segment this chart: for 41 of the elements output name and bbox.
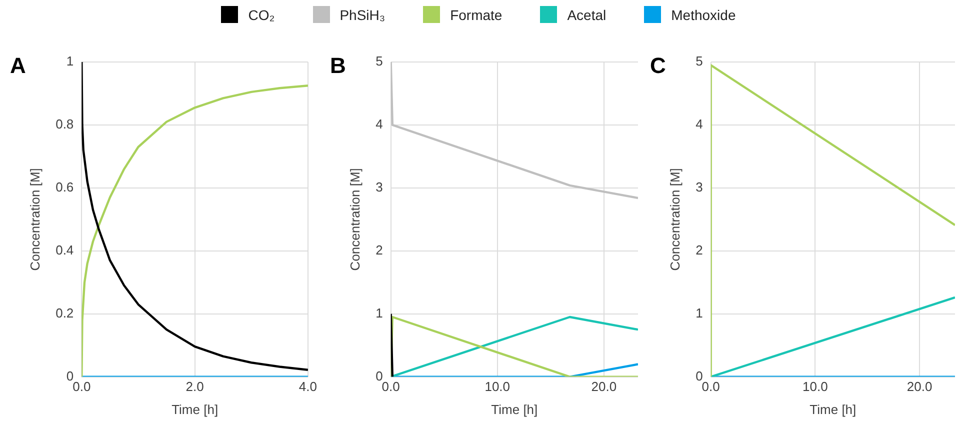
y-tick-label: 0 [696,368,703,384]
y-axis-title: Concentration [M] [667,168,682,271]
x-axis-title: Time [h] [810,402,856,417]
legend-label: PhSiH₃ [340,6,386,22]
y-tick-label: 5 [696,54,703,69]
x-tick-label: 20.0 [906,379,932,394]
y-tick-label: 1 [66,54,74,69]
y-tick-label: 3 [376,180,383,194]
y-tick-label: 0 [376,368,383,384]
x-tick-label: 10.0 [484,379,510,394]
text: C [650,53,666,78]
x-axis-title: Time [h] [172,402,218,417]
y-axis-title: Concentration [M] [27,168,42,271]
y-tick-label: 1 [376,305,383,320]
y-tick-label: 2 [376,242,383,258]
y-tick-label: 2 [696,242,703,258]
x-axis-title: Time [h] [491,402,538,417]
x-tick-label: 0.0 [72,379,91,394]
y-tick-label: 1 [696,305,703,320]
text: A [10,53,26,78]
x-tick-label: 0.0 [702,379,720,394]
legend-label: CO₂ [248,6,275,22]
y-tick-label: 0.8 [56,116,74,132]
x-tick-label: 20.0 [591,379,617,394]
y-tick-label: 3 [696,180,703,194]
legend-label: Methoxide [671,6,736,22]
y-tick-label: 5 [376,54,383,69]
text: B [330,53,346,78]
y-tick-label: 0.4 [56,242,74,258]
x-tick-label: 4.0 [298,379,318,394]
y-tick-label: 0 [66,368,74,384]
x-tick-label: 0.0 [382,379,400,394]
y-tick-label: 0.6 [56,180,74,194]
legend-label: Acetal [567,6,606,22]
y-tick-label: 0.2 [56,305,74,320]
x-tick-label: 2.0 [186,379,204,394]
x-tick-label: 10.0 [802,379,828,394]
legend-label: Formate [450,6,502,22]
y-axis-title: Concentration [M] [347,168,362,271]
y-tick-label: 4 [376,116,383,132]
y-tick-label: 4 [696,116,703,132]
